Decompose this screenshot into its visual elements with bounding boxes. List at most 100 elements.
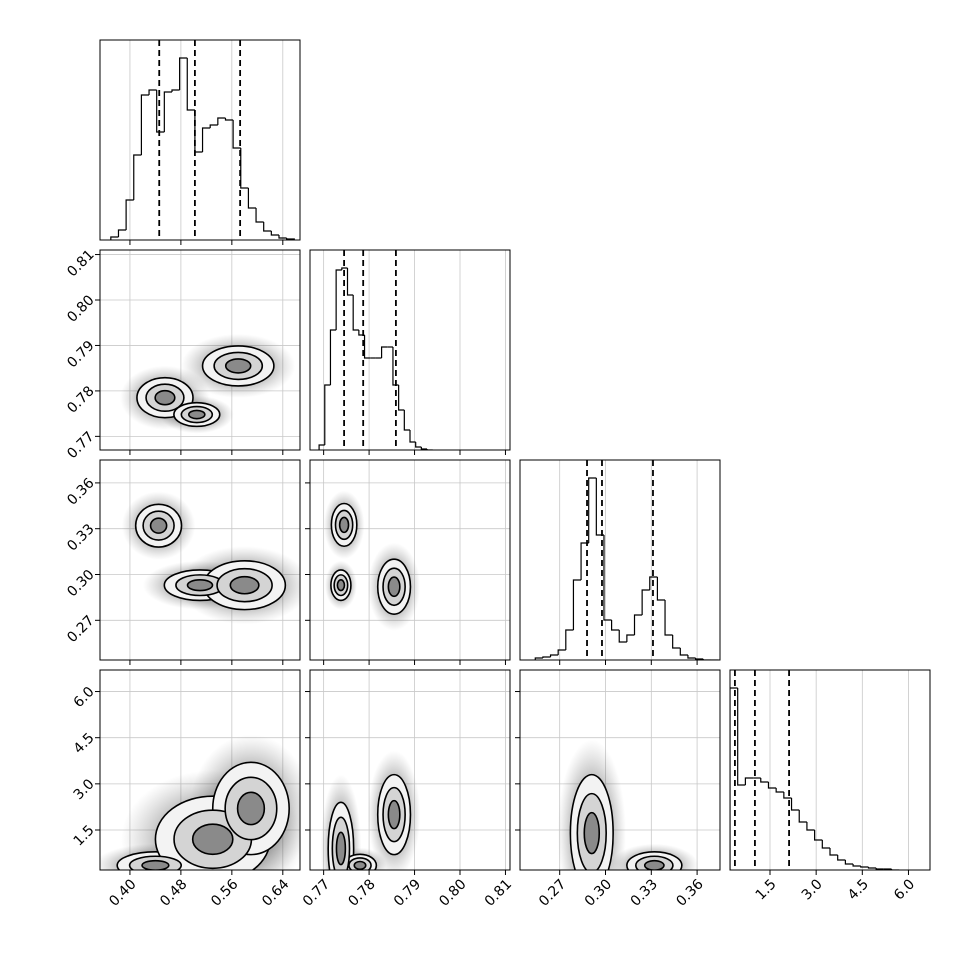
hist-step	[209, 124, 218, 128]
hist-step	[890, 869, 900, 870]
plot-area	[310, 670, 510, 870]
panel-frame	[99, 669, 301, 871]
hist-step	[133, 154, 142, 200]
hist-step	[363, 335, 371, 359]
hist-step	[426, 449, 433, 450]
density-contour	[224, 358, 252, 374]
x-tick-label: 0.36	[673, 876, 706, 909]
hist-step	[730, 687, 738, 870]
density-contour	[335, 831, 347, 866]
panel	[99, 39, 301, 245]
hist-step	[171, 89, 180, 92]
x-tick-label: 0.40	[106, 876, 139, 909]
hist-step	[783, 792, 792, 799]
hist-step	[549, 654, 559, 657]
y-tick-label: 0.27	[64, 613, 97, 646]
panel-frame	[309, 669, 511, 871]
hist-step	[702, 659, 711, 660]
hist-step	[335, 269, 342, 330]
hist-step	[140, 94, 150, 155]
hist-step	[829, 848, 838, 856]
density-contour	[236, 791, 266, 826]
hist-step	[542, 656, 551, 658]
y-tick-label: 1.5	[71, 822, 98, 849]
hist-step	[403, 410, 410, 431]
density-contour	[387, 799, 401, 830]
density-contour	[336, 579, 346, 592]
panel-frame	[99, 459, 301, 661]
y-tick-label: 4.5	[71, 730, 98, 757]
hist-step	[767, 782, 777, 789]
plot-area	[110, 40, 295, 240]
hist-step	[125, 199, 134, 230]
hist-step	[618, 630, 627, 643]
x-tick-label: 0.33	[628, 876, 661, 909]
density-contour	[186, 579, 214, 592]
plot-area	[520, 670, 720, 870]
hist-step	[240, 148, 249, 189]
hist-step	[737, 688, 746, 786]
hist-step	[687, 655, 696, 659]
density-contour	[229, 575, 260, 595]
hist-step	[860, 866, 869, 868]
hist-step	[821, 840, 830, 849]
hist-step	[588, 477, 597, 543]
hist-step	[415, 442, 422, 448]
density-contour	[191, 823, 234, 856]
hist-step	[664, 600, 673, 636]
hist-step	[775, 788, 784, 793]
hist-step	[255, 208, 264, 223]
density-contour	[353, 860, 367, 870]
hist-step	[341, 267, 348, 270]
hist-step	[329, 329, 337, 385]
y-tick-label: 0.30	[64, 567, 97, 600]
y-tick-label: 0.81	[64, 247, 97, 280]
panel-frame	[519, 669, 721, 871]
x-tick-label: 0.48	[157, 876, 190, 909]
hist-step	[790, 798, 800, 811]
panel: 0.27 0.30 0.33 0.36	[515, 669, 721, 910]
panel	[305, 459, 511, 665]
hist-step	[798, 810, 807, 823]
hist-step	[595, 478, 604, 536]
panel: 1.5 3.0 4.5 6.0	[729, 669, 931, 903]
y-tick-label: 0.78	[64, 383, 97, 416]
x-tick-label: 0.79	[391, 876, 424, 909]
hist-step	[814, 830, 823, 841]
x-tick-label: 1.5	[753, 876, 780, 903]
panel-frame	[99, 249, 301, 451]
hist-step	[186, 58, 195, 111]
hist-step	[324, 384, 331, 445]
panel: 0.27 0.30 0.33 0.36	[64, 459, 301, 665]
hist-step	[565, 629, 574, 650]
panel-frame	[729, 669, 931, 871]
hist-step	[744, 777, 754, 785]
hist-step	[346, 268, 354, 296]
x-tick-label: 0.77	[300, 876, 333, 909]
hist-step	[875, 868, 884, 870]
plot-area	[310, 460, 510, 660]
panel-frame	[99, 39, 301, 241]
hist-step	[603, 535, 612, 621]
hist-step	[163, 91, 172, 132]
density-contour	[149, 517, 168, 534]
hist-step	[649, 576, 658, 590]
hist-step	[694, 658, 704, 660]
plot-area	[534, 460, 719, 660]
panel-frame	[309, 249, 511, 451]
panel: 0.77 0.78 0.79 0.80 0.81	[64, 247, 301, 462]
density-contour	[141, 859, 170, 870]
hist-step	[641, 589, 650, 615]
density-contour	[387, 576, 401, 598]
plot-area	[318, 250, 506, 450]
plot-area	[100, 250, 300, 450]
hist-step	[626, 634, 635, 642]
hist-step	[263, 222, 272, 232]
hist-step	[409, 430, 416, 443]
x-tick-label: 0.56	[208, 876, 241, 909]
hist-step	[852, 864, 861, 867]
hist-step	[156, 90, 165, 133]
x-tick-label: 0.27	[536, 876, 569, 909]
hist-step	[672, 635, 681, 649]
